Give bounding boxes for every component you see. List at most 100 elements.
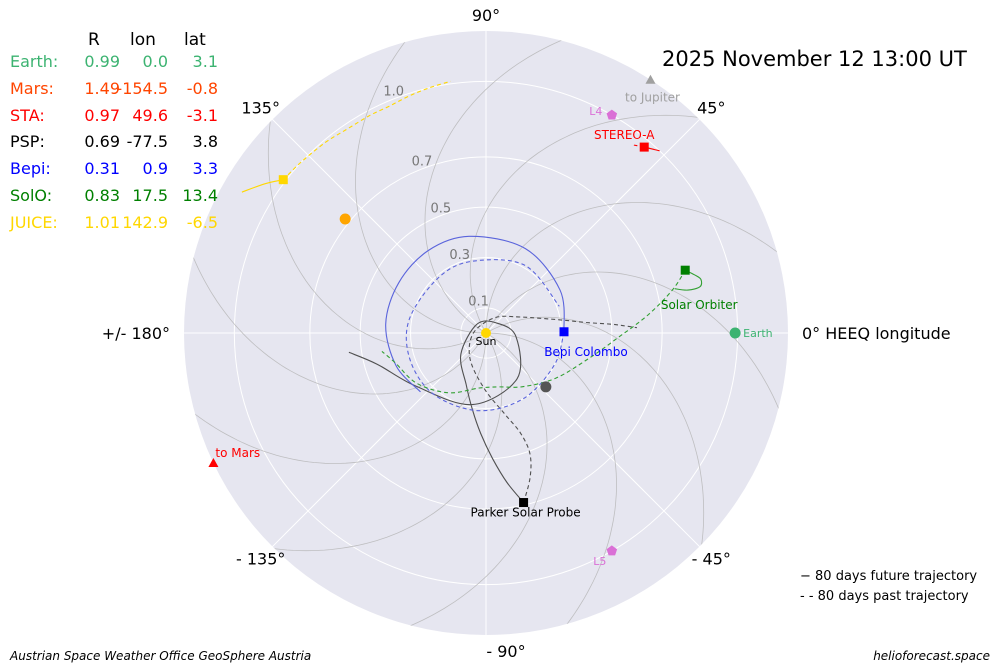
table-row-name: JUICE:: [10, 212, 58, 232]
table-cell-lon: 17.5: [132, 186, 168, 205]
parker-spiral-lines: [184, 31, 788, 635]
table-cell-lat: -3.1: [186, 105, 218, 125]
to_jupiter-triangle: [645, 74, 656, 84]
psp-label: Parker Solar Probe: [471, 506, 581, 520]
parker-spiral: [469, 114, 731, 329]
theta-label: 90°: [472, 6, 500, 25]
table-cell-R: 0.31: [84, 159, 120, 179]
parker-spiral: [355, 31, 482, 334]
stereo_a-label: STEREO-A: [594, 128, 655, 142]
theta-label: - 135°: [236, 549, 285, 568]
table-row-name: Mars:: [10, 78, 54, 98]
table-row: STA: 0.97 49.6 -3.1: [10, 106, 220, 128]
table-row: Bepi: 0.31 0.9 3.3: [10, 159, 220, 181]
table-header-1: lon: [130, 30, 156, 50]
parker-spiral: [485, 202, 788, 329]
plot-labels: 0.1 0.3 0.5 0.7 1.0 0° HEEQ longitude 45° 90° 13…: [102, 6, 951, 661]
table-cell-R: 1.49: [84, 78, 120, 98]
polar-grid: [184, 31, 788, 635]
juice-marker: [278, 175, 288, 185]
table-row: Earth: 0.99 0.0 3.1: [10, 52, 220, 74]
sun-label: Sun: [476, 335, 497, 348]
parker-spiral: [490, 316, 705, 578]
trajectory-line: [405, 259, 565, 412]
table-row: SolO: 0.83 17.5 13.4: [10, 186, 220, 208]
venus-marker: [339, 213, 351, 225]
r-tick-label: 0.5: [431, 201, 452, 216]
table-cell-lon: 142.9: [122, 212, 168, 232]
earth-marker: [729, 327, 741, 339]
table-cell-R: 0.97: [84, 105, 120, 125]
grid-spoke: [272, 119, 487, 334]
table-row: PSP: 0.69 -77.5 3.8: [10, 132, 220, 154]
trajectory-line: [381, 269, 686, 394]
table-cell-lon: -154.5: [116, 78, 168, 98]
table-cell-lon: 49.6: [132, 105, 168, 125]
l4-marker: [606, 109, 618, 120]
trajectory-line: [282, 80, 451, 181]
theta-label: +/- 180°: [102, 324, 170, 343]
theta-label: 0° HEEQ longitude: [802, 324, 951, 343]
trajectory-line: [468, 315, 637, 503]
trajectory-line: [674, 269, 703, 291]
sun-marker: [481, 328, 491, 338]
parker-spiral: [490, 332, 617, 635]
theta-label: 135°: [241, 99, 280, 118]
bepi-label: Bepi Colombo: [544, 345, 627, 359]
table-cell-lat: -6.5: [186, 212, 218, 232]
parker-spiral: [379, 335, 548, 635]
table-cell-R: 1.01: [84, 212, 120, 232]
footer-left: Austrian Space Weather Office GeoSphere …: [10, 649, 312, 663]
table-cell-R: 0.83: [84, 186, 120, 205]
parker-spiral: [424, 31, 593, 331]
table-cell-lat: 3.3: [192, 159, 218, 179]
r-tick-label: 1.0: [383, 85, 404, 100]
trajectories: [241, 80, 703, 503]
parker-spiral: [488, 271, 788, 440]
theta-label: - 90°: [486, 642, 525, 661]
solo-marker: [680, 265, 690, 275]
r-tick-label: 0.7: [412, 155, 433, 170]
table-cell-R: 0.99: [84, 52, 120, 71]
table-row-name: SolO:: [10, 186, 53, 205]
parker-spiral: [184, 226, 484, 395]
grid-spoke: [485, 332, 700, 547]
table-cell-lat: 3.8: [192, 132, 218, 152]
trajectory-line: [385, 235, 565, 393]
table-cell-lat: 13.4: [182, 186, 218, 205]
parker-spiral: [241, 337, 503, 552]
l5-label: L5: [593, 555, 606, 568]
table-cell-lon: 0.9: [142, 159, 168, 179]
to_jupiter-label: to Jupiter: [625, 91, 680, 105]
to_mars-triangle: [208, 458, 219, 468]
theta-label: 45°: [697, 99, 725, 118]
l4-label: L4: [589, 105, 602, 118]
table-cell-lat: 3.1: [192, 52, 218, 71]
table-cell-lon: -77.5: [126, 132, 168, 152]
to_mars-label: to Mars: [215, 446, 260, 460]
legend-past: - - 80 days past trajectory: [800, 589, 969, 604]
solo-label: Solar Orbiter: [661, 298, 738, 312]
table-cell-lon: 0.0: [142, 52, 168, 71]
table-row-name: Bepi:: [10, 159, 51, 179]
table-row-name: PSP:: [10, 132, 45, 152]
r-tick-label: 0.3: [449, 248, 470, 263]
mercury-marker: [540, 381, 552, 393]
stereo_a-marker: [639, 142, 649, 152]
plot-title: 2025 November 12 13:00 UT: [662, 47, 967, 71]
footer-right: helioforecast.space: [873, 649, 990, 663]
parker-spiral: [267, 88, 482, 350]
table-header-2: lat: [184, 30, 206, 50]
grid-spoke: [272, 332, 487, 547]
body-markers: [278, 109, 741, 556]
r-tick-label: 0.1: [468, 295, 489, 310]
psp-marker: [519, 498, 529, 508]
table-row-name: Earth:: [10, 52, 59, 71]
table-header-0: R: [88, 30, 100, 50]
theta-label: - 45°: [692, 549, 731, 568]
table-row-name: STA:: [10, 105, 45, 125]
table-cell-lat: -0.8: [186, 78, 218, 98]
bepi-marker: [559, 327, 569, 337]
table-row: Mars: 1.49 -154.5 -0.8: [10, 79, 220, 101]
